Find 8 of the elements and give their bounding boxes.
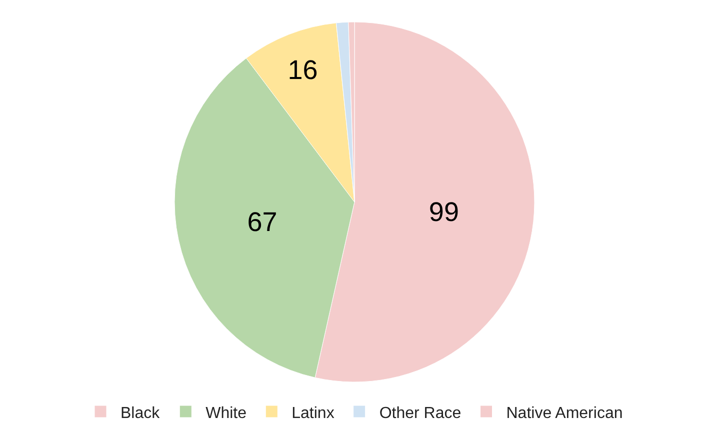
legend-label: Latinx xyxy=(292,404,334,422)
legend-label: White xyxy=(206,404,247,422)
data-label: 67 xyxy=(247,206,278,237)
legend-label: Native American xyxy=(506,404,623,422)
data-label: 16 xyxy=(288,54,318,85)
legend-label: Black xyxy=(120,404,161,422)
legend-label: Other Race xyxy=(379,404,462,422)
data-label: 99 xyxy=(428,196,459,227)
